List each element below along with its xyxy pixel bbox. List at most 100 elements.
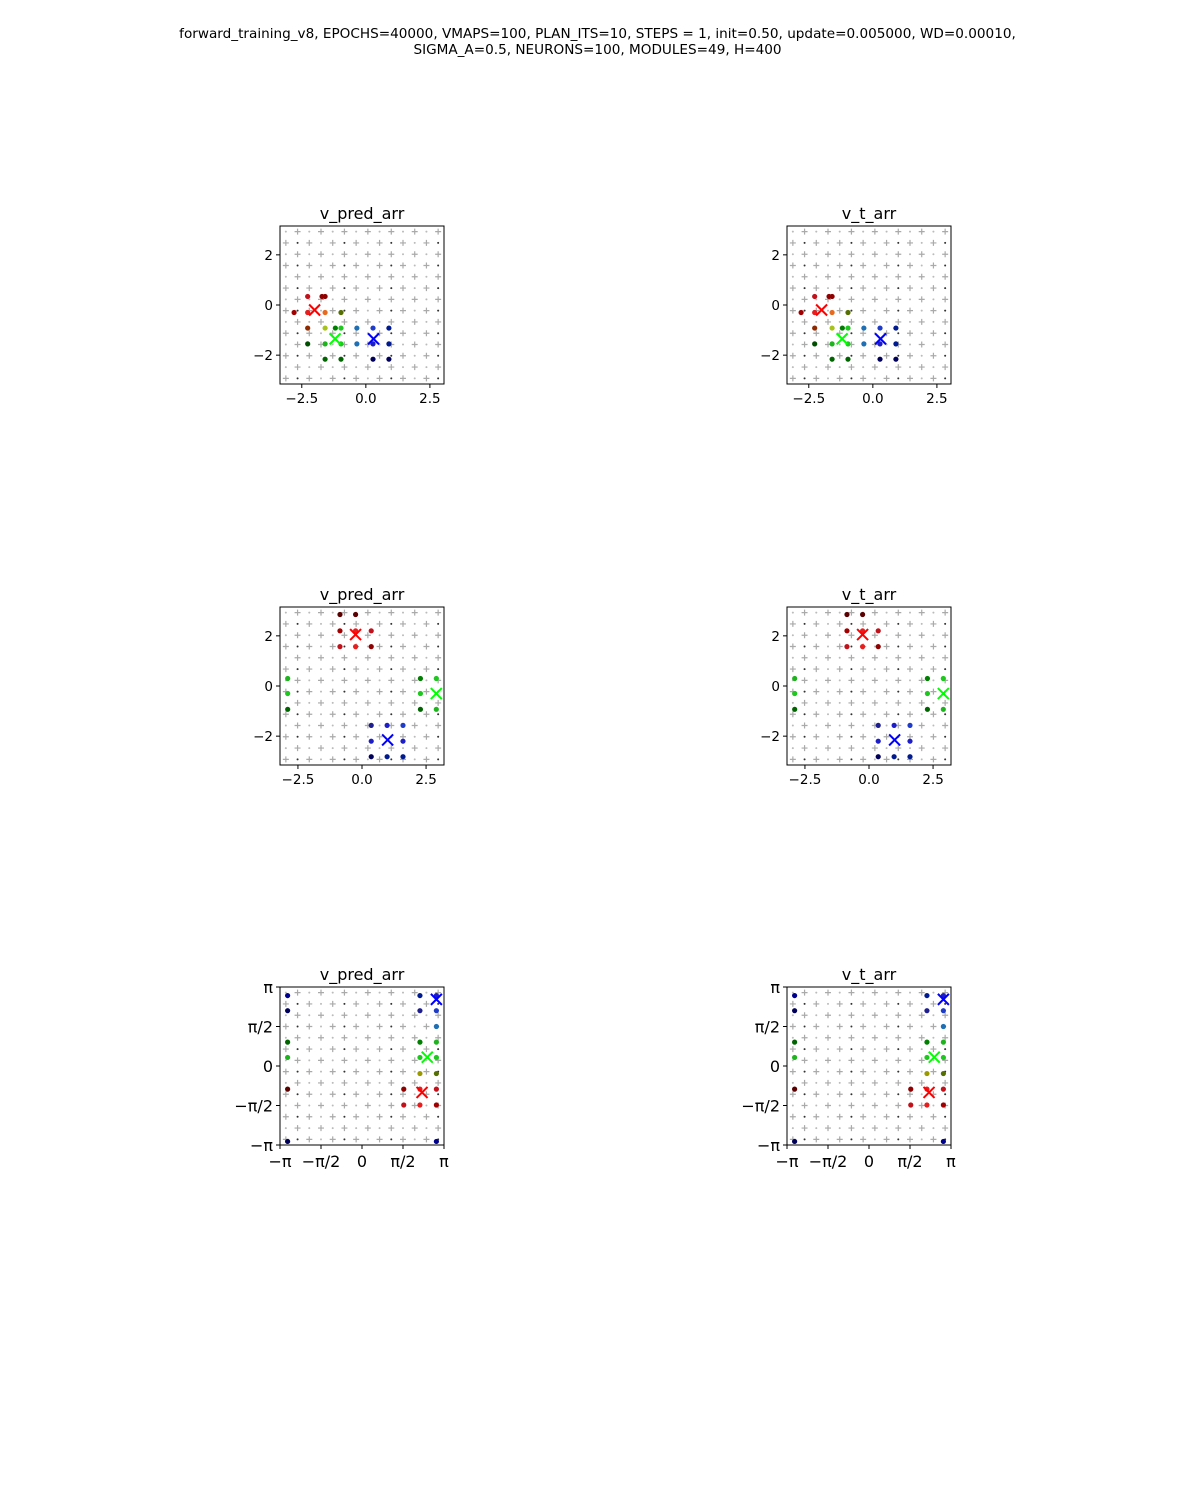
data-point bbox=[337, 628, 343, 634]
small-dot bbox=[862, 253, 865, 256]
plus-marker bbox=[930, 330, 937, 337]
plus-marker bbox=[400, 711, 406, 718]
small-dot bbox=[873, 645, 876, 648]
small-dot bbox=[791, 343, 794, 346]
plus-marker bbox=[895, 632, 902, 639]
small-dot bbox=[378, 1081, 381, 1084]
plus-marker bbox=[801, 318, 808, 325]
plus-marker bbox=[871, 745, 878, 752]
small-dot bbox=[815, 230, 818, 233]
target-group-2 bbox=[792, 1039, 946, 1077]
small-dot bbox=[355, 1014, 358, 1017]
plus-marker bbox=[907, 1023, 913, 1030]
small-dot bbox=[366, 354, 369, 357]
small-dot bbox=[366, 735, 369, 738]
small-dot bbox=[850, 1048, 853, 1051]
small-dot bbox=[885, 275, 888, 278]
small-dot bbox=[862, 1059, 865, 1062]
data-point bbox=[384, 754, 390, 760]
y-tick-label: −2 bbox=[760, 729, 780, 745]
data-point bbox=[305, 341, 311, 347]
plus-marker bbox=[353, 1068, 360, 1075]
target-cross-marker bbox=[430, 993, 443, 1006]
small-dot bbox=[390, 758, 393, 761]
small-dot bbox=[437, 735, 440, 738]
small-dot bbox=[850, 1115, 853, 1118]
small-dot bbox=[413, 1093, 416, 1096]
data-point bbox=[792, 1086, 798, 1092]
data-point bbox=[285, 1138, 291, 1145]
small-dot bbox=[343, 241, 346, 244]
small-dot bbox=[873, 1002, 876, 1005]
plus-marker bbox=[400, 643, 406, 650]
plus-marker bbox=[353, 307, 360, 314]
plus-marker bbox=[388, 1057, 395, 1064]
plus-marker bbox=[813, 620, 820, 627]
plus-marker bbox=[435, 273, 442, 280]
small-dot bbox=[296, 735, 299, 738]
plus-marker bbox=[942, 318, 949, 325]
plus-marker bbox=[353, 375, 360, 382]
small-dot bbox=[791, 366, 794, 369]
plus-marker bbox=[836, 666, 843, 673]
small-dot bbox=[850, 645, 853, 648]
x-tick-label: π bbox=[946, 1152, 956, 1171]
data-point bbox=[285, 690, 291, 697]
small-dot bbox=[862, 701, 865, 704]
small-dot bbox=[838, 1104, 841, 1107]
plus-marker bbox=[942, 251, 949, 258]
plus-marker bbox=[895, 318, 902, 325]
small-dot bbox=[815, 611, 818, 614]
target-cross-marker bbox=[381, 733, 394, 747]
plus-marker bbox=[789, 1000, 796, 1007]
small-dot bbox=[932, 611, 935, 614]
small-dot bbox=[873, 1115, 876, 1118]
x-tick-label: 0 bbox=[864, 1152, 874, 1171]
small-dot bbox=[343, 1115, 346, 1118]
target-cross-marker bbox=[815, 303, 828, 317]
plus-marker bbox=[883, 756, 890, 763]
plus-marker bbox=[341, 677, 348, 684]
data-point bbox=[940, 1039, 946, 1045]
y-tick-label: 0 bbox=[264, 679, 273, 695]
target-group-3 bbox=[368, 722, 406, 760]
small-dot bbox=[791, 724, 794, 727]
small-dot bbox=[413, 377, 416, 380]
target-cross-marker bbox=[328, 332, 342, 346]
data-point bbox=[792, 1138, 798, 1145]
small-dot bbox=[331, 1036, 334, 1039]
small-dot bbox=[378, 1104, 381, 1107]
small-dot bbox=[425, 656, 428, 659]
plus-marker bbox=[411, 1102, 418, 1109]
plus-marker bbox=[282, 1046, 289, 1053]
small-dot bbox=[425, 747, 428, 750]
plus-marker bbox=[848, 1057, 855, 1064]
plus-marker bbox=[411, 364, 418, 371]
small-dot bbox=[897, 690, 900, 693]
plus-marker bbox=[836, 733, 843, 740]
small-dot bbox=[331, 701, 334, 704]
data-point bbox=[368, 754, 374, 760]
plus-marker bbox=[435, 1012, 442, 1019]
small-dot bbox=[862, 275, 865, 278]
small-dot bbox=[803, 1093, 806, 1096]
x-tick-label: 2.5 bbox=[926, 391, 947, 407]
small-dot bbox=[838, 366, 841, 369]
small-dot bbox=[320, 1070, 322, 1073]
plus-marker bbox=[883, 1091, 890, 1098]
small-dot bbox=[827, 713, 829, 716]
small-dot bbox=[390, 1048, 393, 1051]
small-dot bbox=[885, 679, 888, 682]
plus-marker bbox=[930, 1046, 937, 1053]
plus-marker bbox=[942, 364, 949, 371]
small-dot bbox=[944, 1115, 947, 1118]
plus-marker bbox=[282, 1091, 289, 1098]
small-dot bbox=[366, 1002, 369, 1005]
small-dot bbox=[320, 758, 322, 761]
small-dot bbox=[320, 332, 322, 335]
background-markers bbox=[282, 989, 442, 1143]
data-point bbox=[907, 722, 913, 728]
small-dot bbox=[850, 287, 853, 290]
small-dot bbox=[897, 287, 900, 290]
axes-frame bbox=[786, 606, 952, 766]
